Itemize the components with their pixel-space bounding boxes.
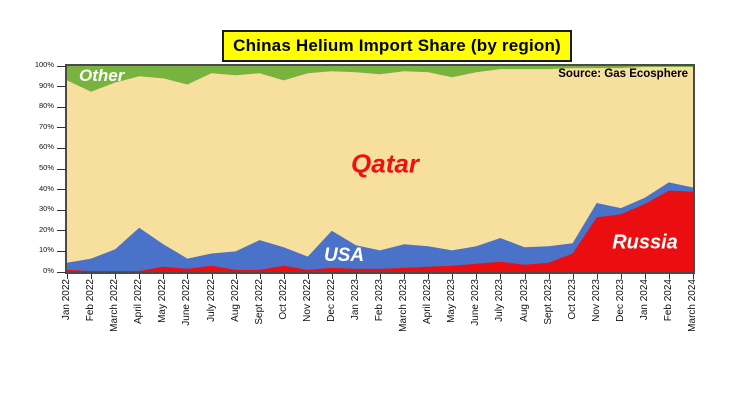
y-tick [57, 230, 66, 232]
y-axis-label: 60% [38, 142, 54, 152]
x-tick [428, 274, 430, 279]
x-tick [163, 274, 165, 279]
x-axis-label: Oct 2023 [566, 279, 578, 320]
x-axis-label: Jan 2023 [349, 279, 361, 321]
region-label-russia: Russia [612, 231, 678, 254]
russia-area [67, 190, 693, 272]
chart-title: Chinas Helium Import Share (by region) [222, 30, 572, 62]
y-axis-label: 10% [38, 245, 54, 255]
x-axis-label: June 2022 [181, 279, 193, 326]
x-tick [235, 274, 237, 279]
y-axis-label: 90% [38, 80, 54, 90]
x-tick [67, 274, 68, 279]
x-tick [500, 274, 502, 279]
x-axis-label: Aug 2022 [229, 279, 241, 322]
x-tick [524, 274, 526, 279]
x-axis-label: Sept 2022 [253, 279, 265, 325]
y-axis-label: 40% [38, 183, 54, 193]
x-axis-label: Aug 2023 [518, 279, 530, 322]
y-axis-label: 80% [38, 101, 54, 111]
y-axis-label: 20% [38, 224, 54, 234]
region-label-usa: USA [323, 245, 365, 266]
x-axis-label: Feb 2022 [85, 279, 97, 322]
x-tick [572, 274, 574, 279]
x-axis-label: Oct 2022 [277, 279, 289, 320]
y-axis-label: 50% [38, 163, 54, 172]
y-axis-label: 100% [34, 60, 54, 69]
x-tick [548, 274, 550, 279]
region-label-qatar: Qatar [351, 148, 419, 179]
x-tick [283, 274, 285, 279]
x-tick [596, 274, 598, 279]
x-tick [620, 274, 622, 279]
x-axis-label: Feb 2023 [374, 279, 385, 322]
x-axis-label: April 2023 [422, 279, 434, 325]
x-tick [187, 274, 189, 279]
x-tick [693, 274, 694, 279]
x-axis-label: Nov 2022 [301, 279, 313, 322]
x-axis-label: June 2023 [470, 279, 482, 326]
source-label: Source: Gas Ecosphere [558, 68, 688, 80]
y-axis-label: 0% [43, 266, 54, 275]
x-axis-label: Nov 2023 [590, 279, 602, 322]
x-tick [404, 274, 406, 279]
stacked-area-svg [67, 66, 693, 272]
y-tick [57, 168, 66, 170]
qatar-area [67, 67, 693, 272]
region-label-other: Other [79, 66, 125, 85]
y-tick [57, 106, 66, 108]
y-tick [57, 86, 66, 88]
x-axis-label: Jan 2024 [638, 279, 650, 321]
x-tick [139, 274, 141, 279]
x-tick [476, 274, 478, 279]
x-axis-label: March 2023 [398, 279, 410, 332]
x-tick [380, 274, 381, 279]
y-tick [57, 189, 66, 191]
y-tick [57, 147, 66, 149]
x-axis-label: May 2023 [446, 279, 458, 323]
x-tick [259, 274, 261, 279]
x-axis-label: May 2022 [157, 279, 169, 323]
x-tick [355, 274, 357, 279]
y-tick [57, 209, 66, 211]
x-axis-label: July 2022 [205, 279, 217, 322]
usa-area [67, 182, 693, 272]
y-tick [57, 271, 66, 273]
x-tick [307, 274, 309, 279]
x-axis-label: April 2022 [133, 279, 145, 325]
x-tick [452, 274, 454, 279]
x-tick [331, 274, 333, 279]
x-axis-label: March 2024 [687, 279, 698, 332]
x-axis-label: March 2022 [109, 279, 121, 332]
plot-area: Other Qatar USA Russia [65, 64, 695, 274]
x-tick [115, 274, 117, 279]
x-axis-label: July 2023 [494, 279, 506, 322]
y-tick [57, 127, 66, 129]
x-axis-label: Dec 2022 [325, 279, 337, 322]
x-tick [211, 274, 213, 279]
x-axis-label: Feb 2024 [662, 279, 674, 322]
x-axis-label: Jan 2022 [61, 279, 72, 321]
x-axis-label: Sept 2023 [542, 279, 554, 325]
x-tick [91, 274, 93, 279]
x-axis-label: Dec 2023 [614, 279, 626, 322]
y-axis-label: 30% [38, 204, 54, 214]
x-tick [668, 274, 670, 279]
y-axis-label: 70% [38, 121, 54, 131]
y-tick [57, 65, 66, 67]
x-tick [644, 274, 646, 279]
y-tick [57, 250, 66, 252]
